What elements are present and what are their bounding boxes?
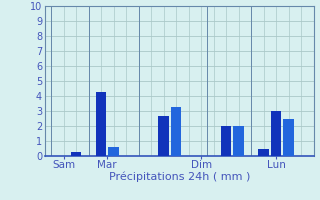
Bar [233, 126, 244, 156]
Bar [283, 118, 294, 156]
Bar [71, 152, 81, 156]
X-axis label: Précipitations 24h ( mm ): Précipitations 24h ( mm ) [108, 172, 250, 182]
Bar [271, 111, 281, 156]
Bar [108, 147, 119, 156]
Bar [158, 116, 169, 156]
Bar [171, 106, 181, 156]
Bar [221, 126, 231, 156]
Bar [96, 92, 106, 156]
Bar [258, 148, 269, 156]
